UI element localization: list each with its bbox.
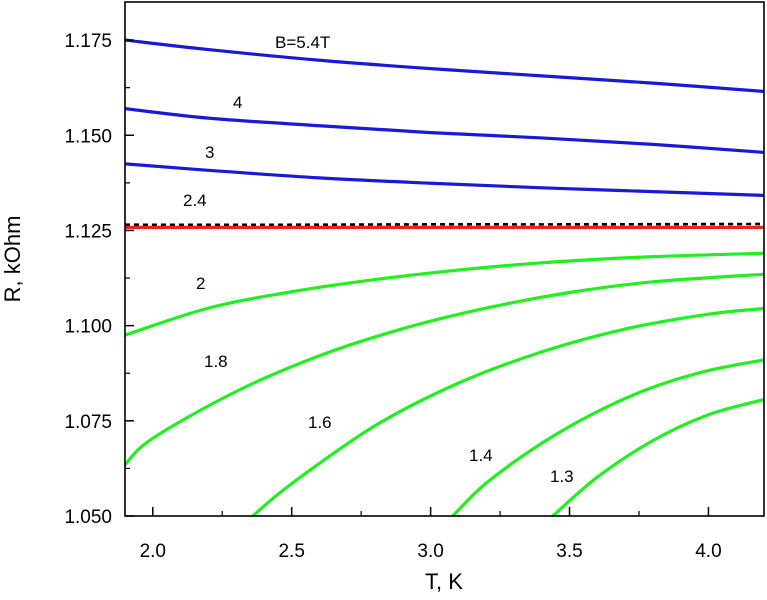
series-line-1-6 [251, 306, 765, 518]
x-axis-title: T, K [425, 569, 463, 594]
x-tick-label: 3.0 [417, 541, 443, 562]
curve-label-2-4: 2.4 [183, 191, 207, 210]
series-line-2 [124, 251, 765, 337]
curve-label-1-3: 1.3 [550, 467, 574, 486]
series-line-2-4 [124, 222, 765, 227]
x-tick-label: 2.0 [140, 541, 166, 562]
y-tick-label: 1.050 [64, 507, 112, 528]
curve-label-1-6: 1.6 [308, 413, 332, 432]
series-line-1-3 [551, 397, 765, 518]
curve-label-4: 4 [233, 93, 242, 112]
series-line-4 [124, 107, 765, 154]
ticks-layer: 2.0 2.5 3.0 3.5 4.0 1.050 1.075 1.100 1.125 1.150… [64, 31, 721, 562]
curve-label-b-5-4t: B=5.4T [275, 33, 330, 52]
series-line-1-8 [123, 272, 765, 466]
series-line-1-4 [451, 358, 765, 518]
y-tick-label: 1.175 [64, 31, 112, 52]
y-tick-label: 1.150 [64, 126, 112, 147]
curve-label-1-4: 1.4 [469, 446, 493, 465]
y-axis-title: R, kOhm [0, 216, 25, 303]
y-tick-label: 1.125 [64, 221, 112, 242]
x-tick-label: 2.5 [278, 541, 304, 562]
series-line-b-5-4t [124, 38, 765, 94]
x-tick-label: 4.0 [695, 541, 721, 562]
x-tick-label: 3.5 [556, 541, 582, 562]
curve-label-2: 2 [196, 274, 205, 293]
curve-label-1-8: 1.8 [204, 352, 228, 371]
series-line-3 [124, 162, 765, 198]
y-tick-label: 1.075 [64, 412, 112, 433]
plot-frame [124, 1, 765, 517]
curve-label-3: 3 [205, 143, 214, 162]
curve-labels-layer: B=5.4T 4 3 2.4 2 1.8 1.6 1.4 1.3 [183, 33, 574, 486]
curves-layer [123, 38, 765, 518]
y-tick-label: 1.100 [64, 317, 112, 338]
